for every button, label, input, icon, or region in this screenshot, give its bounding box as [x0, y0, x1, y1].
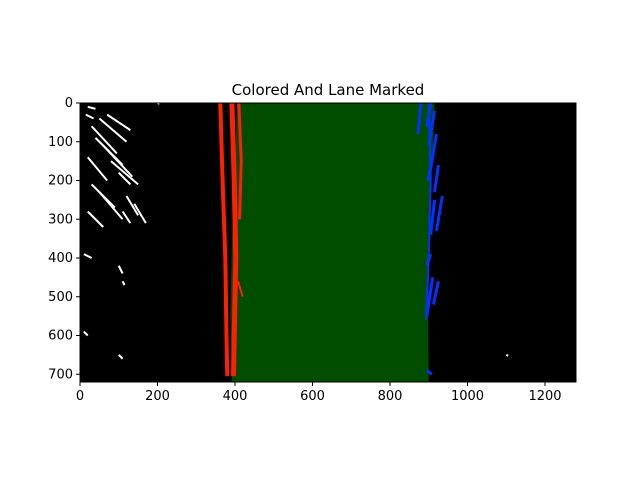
left-lane-line [218, 102, 230, 377]
y-tick-label: 300 [48, 212, 73, 227]
x-tick-label: 1200 [528, 389, 561, 404]
x-tick-label: 200 [145, 389, 170, 404]
y-tick-label: 200 [48, 174, 73, 189]
y-tick-label: 500 [48, 290, 73, 305]
left-lane-line-inner [229, 102, 239, 377]
left-lane-dash [237, 102, 243, 220]
x-axis: 0 200 400 600 800 1000 1200 [76, 382, 562, 404]
y-tick-label: 0 [65, 96, 73, 111]
noise-stroke [121, 210, 132, 224]
x-tick-label: 600 [300, 389, 325, 404]
axes-frame [79, 102, 577, 383]
y-axis: 0 100 200 300 400 500 600 700 [48, 96, 80, 382]
y-tick-label: 400 [48, 251, 73, 266]
noise-stroke [110, 160, 139, 186]
noise-stroke [83, 330, 89, 337]
y-tick-label: 700 [48, 367, 73, 382]
noise-stroke [98, 117, 128, 143]
noise-stroke [87, 105, 96, 110]
right-lane-line [425, 102, 432, 321]
noise-stroke [121, 280, 126, 286]
right-lane-segment [416, 102, 423, 135]
y-tick-label: 600 [48, 329, 73, 344]
x-tick-label: 800 [378, 389, 403, 404]
noise-stroke [87, 210, 104, 228]
noise-stroke [102, 144, 134, 178]
noise-stroke [117, 265, 124, 274]
x-tick-label: 0 [76, 389, 84, 404]
noise-stroke [106, 113, 131, 131]
noise-stroke [118, 172, 132, 186]
right-lane-segment [425, 369, 433, 376]
noise-stroke [83, 253, 93, 259]
x-tick-label: 1000 [451, 389, 484, 404]
figure-title: Colored And Lane Marked [232, 81, 425, 99]
right-lane-segment [433, 164, 440, 193]
right-lane-segment [425, 277, 435, 317]
y-tick-label: 100 [48, 135, 73, 150]
noise-stroke [133, 203, 147, 224]
noise-stroke [505, 353, 509, 357]
right-lane-segment [431, 280, 440, 305]
left-lane-dash [237, 280, 244, 298]
x-tick-label: 400 [223, 389, 248, 404]
noise-stroke [98, 191, 124, 220]
right-lane-segment [435, 195, 444, 232]
noise-stroke [125, 195, 139, 216]
warped-lane-image [80, 102, 576, 382]
noise-stroke [85, 113, 95, 120]
noise-stroke [118, 354, 124, 360]
lane-area-fill [230, 103, 435, 382]
noise-stroke [86, 156, 108, 182]
noise-stroke [90, 125, 118, 155]
right-lane-segment [429, 199, 437, 235]
